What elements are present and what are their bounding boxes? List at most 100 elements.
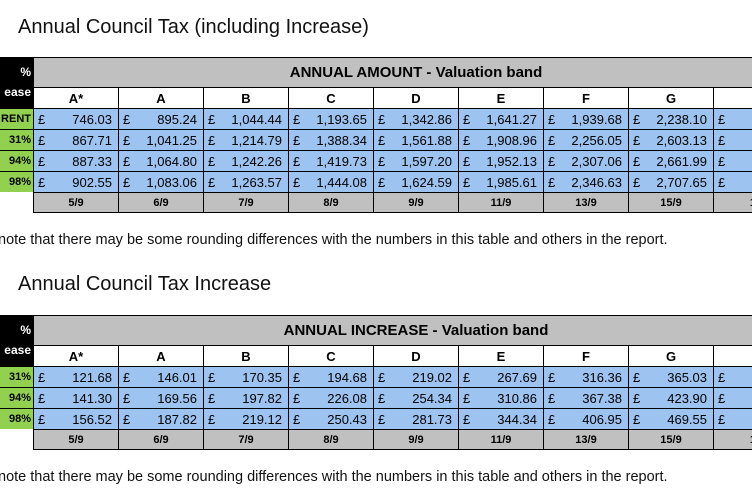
band-label: B [203, 345, 289, 367]
amount: 2,603.13 [656, 133, 707, 148]
amount: 746.03 [72, 112, 112, 127]
amount: 895.24 [157, 112, 197, 127]
currency: £ [293, 175, 301, 190]
value-cell: £1,939.68 [543, 108, 629, 130]
band-ratio: 6/9 [118, 429, 204, 450]
value-cell: £1,214.79 [203, 129, 289, 151]
amount: 1,952.13 [486, 154, 537, 169]
value-cell: £187.82 [118, 408, 204, 430]
amount: 281.73 [412, 412, 452, 427]
band-header: ANNUAL AMOUNT - Valuation band [33, 57, 752, 88]
band-ratio: 5/9 [33, 429, 119, 450]
amount: 1,561.88 [401, 133, 452, 148]
value-cell: £250.43 [288, 408, 374, 430]
value-cell: £1,419.73 [288, 150, 374, 172]
band-label [713, 345, 752, 367]
band-label [713, 87, 752, 109]
value-cell: £2,346.63 [543, 171, 629, 193]
amount: 1,083.06 [146, 175, 197, 190]
value-cell: £406.95 [543, 408, 629, 430]
currency: £ [548, 112, 556, 127]
row-label: 31% [0, 129, 34, 151]
currency: £ [633, 391, 641, 406]
currency: £ [463, 112, 471, 127]
footer-blank [0, 192, 34, 213]
currency: £ [123, 175, 131, 190]
currency: £ [123, 370, 131, 385]
currency: £ [633, 112, 641, 127]
currency: £ [208, 112, 216, 127]
currency: £ [718, 412, 726, 427]
band-ratio: 15/9 [628, 429, 714, 450]
band-ratio: 11/9 [458, 429, 544, 450]
value-cell: £867.71 [33, 129, 119, 151]
band-label: E [458, 87, 544, 109]
amount: 141.30 [72, 391, 112, 406]
header-left-text: % [20, 65, 31, 79]
amount: 1,342.86 [401, 112, 452, 127]
amount: 187.82 [157, 412, 197, 427]
currency: £ [38, 412, 46, 427]
amount: 469.55 [667, 412, 707, 427]
currency: £ [463, 391, 471, 406]
amount: 1,242.26 [231, 154, 282, 169]
value-cell: £169.56 [118, 387, 204, 409]
amount: 1,939.68 [571, 112, 622, 127]
currency: £ [208, 370, 216, 385]
value-cell: £316.36 [543, 366, 629, 388]
currency: £ [463, 175, 471, 190]
currency: £ [718, 133, 726, 148]
value-cell: £1,342.86 [373, 108, 459, 130]
currency: £ [378, 412, 386, 427]
band-label: E [458, 345, 544, 367]
currency: £ [548, 175, 556, 190]
value-cell: £1,041.25 [118, 129, 204, 151]
currency: £ [208, 391, 216, 406]
amount: 267.69 [497, 370, 537, 385]
band-ratio: 9/9 [373, 429, 459, 450]
value-cell: £1,597.20 [373, 150, 459, 172]
currency: £ [293, 412, 301, 427]
value-cell: £902.55 [33, 171, 119, 193]
band-label: G [628, 345, 714, 367]
currency: £ [293, 370, 301, 385]
value-cell: £170.35 [203, 366, 289, 388]
band-ratio: 11/9 [458, 192, 544, 213]
header-left-text: ease [4, 343, 31, 357]
value-cell: £1,952.13 [458, 150, 544, 172]
currency: £ [548, 412, 556, 427]
currency: £ [718, 391, 726, 406]
value-cell: £5 [713, 408, 752, 430]
value-cell: £2,307.06 [543, 150, 629, 172]
amount: 316.36 [582, 370, 622, 385]
amount: 121.68 [72, 370, 112, 385]
amount: 1,263.57 [231, 175, 282, 190]
band-ratio: 5/9 [33, 192, 119, 213]
value-cell: £1,561.88 [373, 129, 459, 151]
footer-blank [0, 429, 34, 450]
band-ratio: 13/9 [543, 429, 629, 450]
row-label: 98% [0, 408, 34, 430]
currency: £ [123, 133, 131, 148]
band-ratio: 15/9 [628, 192, 714, 213]
amount: 365.03 [667, 370, 707, 385]
currency: £ [208, 175, 216, 190]
band-label: A* [33, 345, 119, 367]
value-cell: £1,641.27 [458, 108, 544, 130]
band-label: C [288, 345, 374, 367]
band-ratio: 13/9 [543, 192, 629, 213]
amount: 2,307.06 [571, 154, 622, 169]
header-left: % ease [0, 57, 34, 108]
value-cell: £4 [713, 366, 752, 388]
value-cell: £367.38 [543, 387, 629, 409]
currency: £ [633, 370, 641, 385]
amount: 219.12 [242, 412, 282, 427]
amount: 1,193.65 [316, 112, 367, 127]
band-ratio: 7/9 [203, 192, 289, 213]
amount: 1,214.79 [231, 133, 282, 148]
table-note: note that there may be some rounding dif… [0, 469, 668, 485]
band-label: A [118, 345, 204, 367]
value-cell: £2,( [713, 108, 752, 130]
amount: 254.34 [412, 391, 452, 406]
amount: 887.33 [72, 154, 112, 169]
